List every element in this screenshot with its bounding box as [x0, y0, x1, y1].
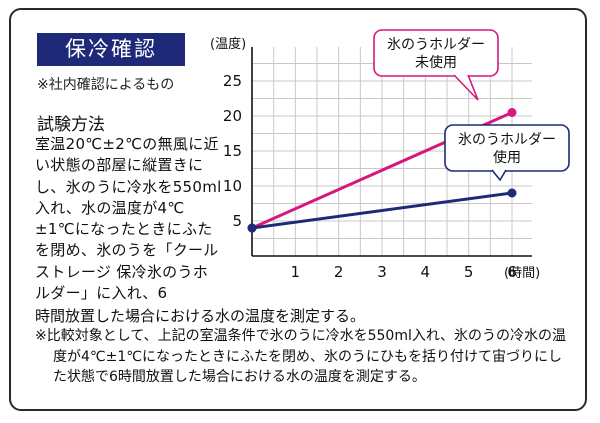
panel-frame [9, 8, 587, 411]
x-tick-label: 3 [377, 263, 387, 281]
method-body: 室温20℃±2℃の無風に近い状態の部屋に縦置きにし、氷のうに冷水を550ml入れ… [35, 135, 222, 303]
series-callout-label-1: 使用 [493, 149, 521, 166]
internal-note: ※社内確認によるもの [37, 77, 175, 93]
y-tick-label: 15 [223, 142, 242, 160]
method-tail: 時間放置した場合における水の温度を測定する。 [35, 307, 366, 325]
y-tick-label: 10 [223, 177, 242, 195]
series-callout-pointer-0 [453, 74, 479, 101]
page-title: 保冷確認 [37, 33, 185, 66]
series-callout-box-0 [373, 29, 499, 77]
series-callout-label-0: 氷のうホルダー [387, 37, 485, 53]
x-tick-label: 5 [464, 263, 474, 281]
x-tick-label: 1 [291, 263, 301, 281]
series-point-1 [507, 188, 517, 198]
y-axis-unit-label: (温度) [210, 36, 246, 52]
comparison-footnote: ※比較対象として、上記の室温条件で氷のうに冷水を550ml入れ、氷のうの冷水の温… [35, 328, 566, 385]
x-tick-label: 2 [334, 263, 344, 281]
series-callout-pointer-1 [491, 169, 507, 182]
y-tick-label: 25 [223, 72, 242, 90]
x-axis-unit-label: (時間) [504, 266, 540, 281]
y-tick-label: 20 [223, 107, 242, 125]
series-callout-box-1 [444, 124, 570, 172]
method-heading: 試験方法 [37, 115, 105, 135]
y-tick-label: 5 [232, 212, 242, 230]
x-tick-label: 4 [421, 263, 431, 281]
series-point-1 [247, 223, 257, 233]
series-callout-label-0: 未使用 [415, 54, 457, 71]
series-line-1 [251, 191, 513, 230]
series-point-0 [507, 108, 517, 117]
series-callout-label-1: 氷のうホルダー [458, 132, 556, 148]
x-tick-label: 6 [507, 263, 517, 281]
